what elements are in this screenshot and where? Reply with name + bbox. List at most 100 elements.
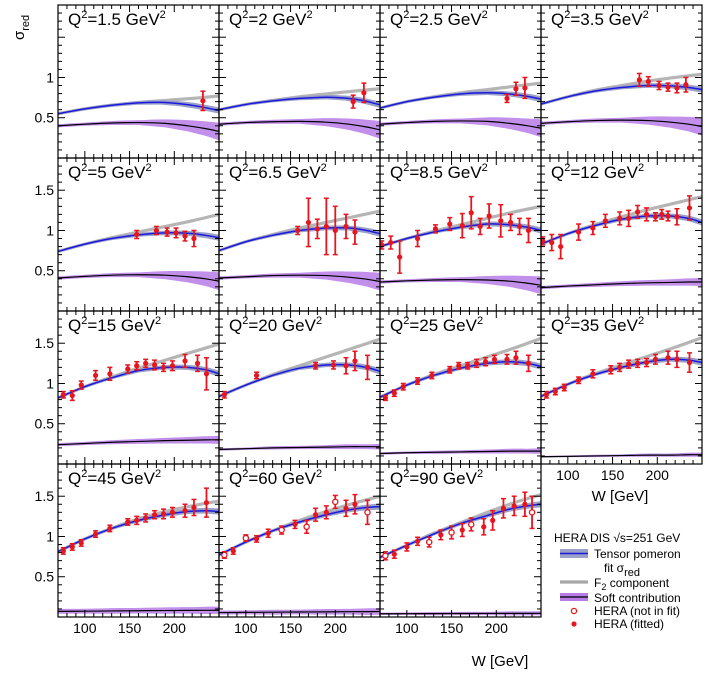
data-point-fitted (125, 519, 131, 525)
data-point-fitted (182, 358, 188, 364)
soft-band (541, 116, 702, 136)
y-tick-label: 1 (46, 528, 54, 544)
y-tick-label: 0.5 (35, 263, 55, 279)
panel-4: Q2=3.5 GeV2 (540, 4, 703, 159)
data-point-not-in-fit (303, 523, 310, 531)
data-point-fitted (665, 84, 671, 90)
soft-line (219, 120, 380, 131)
data-point-fitted (549, 239, 555, 246)
soft-line (541, 454, 702, 458)
data-point-fitted (486, 213, 492, 219)
data-point-fitted (498, 218, 504, 224)
data-point-fitted (343, 505, 349, 511)
data-point-fitted (169, 363, 176, 369)
data-point-fitted (674, 356, 680, 362)
legend-tensor-sub: fit σred (604, 561, 640, 579)
data-point-fitted (153, 227, 159, 234)
data-point-fitted (602, 218, 609, 224)
q2-q: Q (390, 10, 403, 29)
data-point-fitted (182, 508, 188, 514)
data-point-not-in-fit (364, 509, 371, 516)
data-point-fitted (558, 243, 564, 250)
y-tick-label: 1.5 (35, 182, 55, 198)
q2-unit-power: 2 (477, 468, 483, 480)
q2-power: 2 (403, 162, 409, 174)
data-point-fitted (674, 85, 680, 91)
soft-band (380, 117, 541, 138)
data-point-fitted (429, 372, 435, 379)
data-point-fitted (404, 544, 410, 550)
legend-nofit-label: HERA (not in fit) (594, 604, 680, 618)
data-point-fitted (507, 219, 514, 226)
data-point-fitted (481, 524, 487, 530)
q2-power: 2 (242, 468, 248, 480)
fit-line (58, 232, 219, 253)
fit-band (219, 94, 380, 111)
x-tick-label: 100 (234, 620, 258, 636)
data-point-fitted (635, 209, 641, 215)
data-point-fitted (516, 223, 523, 230)
panel-q2-label: Q2=35 GeV2 (551, 315, 644, 335)
q2-value: =60 GeV (248, 469, 316, 488)
data-point-fitted (352, 229, 358, 235)
x-tick-label: 150 (118, 620, 142, 636)
q2-value: =1.5 GeV (87, 10, 160, 29)
y-tick-label: 0.5 (35, 569, 55, 585)
soft-line (541, 281, 702, 289)
data-point-fitted (643, 211, 650, 217)
fit-band (219, 503, 380, 556)
data-point-fitted (295, 227, 301, 234)
data-point-fitted (323, 223, 329, 230)
data-point-fitted (652, 214, 659, 220)
panel-plot-area (380, 336, 541, 455)
data-point-fitted (482, 359, 489, 365)
data-point-fitted (643, 359, 650, 366)
panel-plot-area (380, 195, 541, 295)
legend-tensor-sub-index: red (624, 567, 640, 579)
q2-q: Q (390, 316, 403, 335)
legend-f2-label: F2 component (594, 576, 670, 592)
data-point-fitted (561, 384, 567, 391)
q2-power: 2 (564, 9, 570, 21)
panel-plot-area (380, 491, 541, 616)
q2-q: Q (229, 10, 242, 29)
data-point-fitted (352, 501, 358, 507)
panel-q2-label: Q2=60 GeV2 (229, 468, 322, 488)
data-point-fitted (447, 367, 453, 373)
q2-value: =2.5 GeV (409, 10, 482, 29)
data-point-fitted (686, 205, 693, 211)
panel-10: Q2=20 GeV2 (218, 310, 381, 465)
fit-band (380, 90, 541, 110)
data-point-fitted (78, 382, 84, 388)
q2-unit-power: 2 (638, 315, 644, 327)
panel-plot-area (58, 90, 219, 141)
data-point-fitted (617, 364, 623, 370)
data-point-fitted (313, 512, 319, 518)
data-point-fitted (388, 239, 394, 246)
f2-line (380, 493, 541, 559)
legend-title: HERA DIS √s=251 GeV (554, 531, 680, 545)
panel-2: Q2=2 GeV2 (218, 4, 381, 159)
data-point-fitted (522, 501, 528, 507)
data-point-fitted (221, 392, 227, 398)
panel-3: Q2=2.5 GeV2 (379, 4, 542, 159)
q2-unit-power: 2 (145, 162, 151, 174)
data-point-fitted (134, 363, 140, 369)
data-point-fitted (134, 231, 140, 238)
data-point-fitted (590, 225, 596, 231)
legend-soft-label: Soft contribution (594, 591, 681, 605)
soft-line (219, 610, 380, 614)
q2-value: =15 GeV (87, 316, 155, 335)
data-point-fitted (350, 99, 356, 105)
q2-value: =12 GeV (570, 163, 638, 182)
data-point-fitted (125, 366, 131, 372)
soft-line (58, 609, 219, 612)
data-point-fitted (608, 367, 614, 373)
data-point-fitted (665, 355, 671, 361)
legend-f2-rest: component (606, 576, 669, 590)
data-point-fitted (525, 360, 532, 366)
data-point-fitted (414, 235, 421, 242)
legend-tensor-label: Tensor pomeron (594, 547, 681, 561)
